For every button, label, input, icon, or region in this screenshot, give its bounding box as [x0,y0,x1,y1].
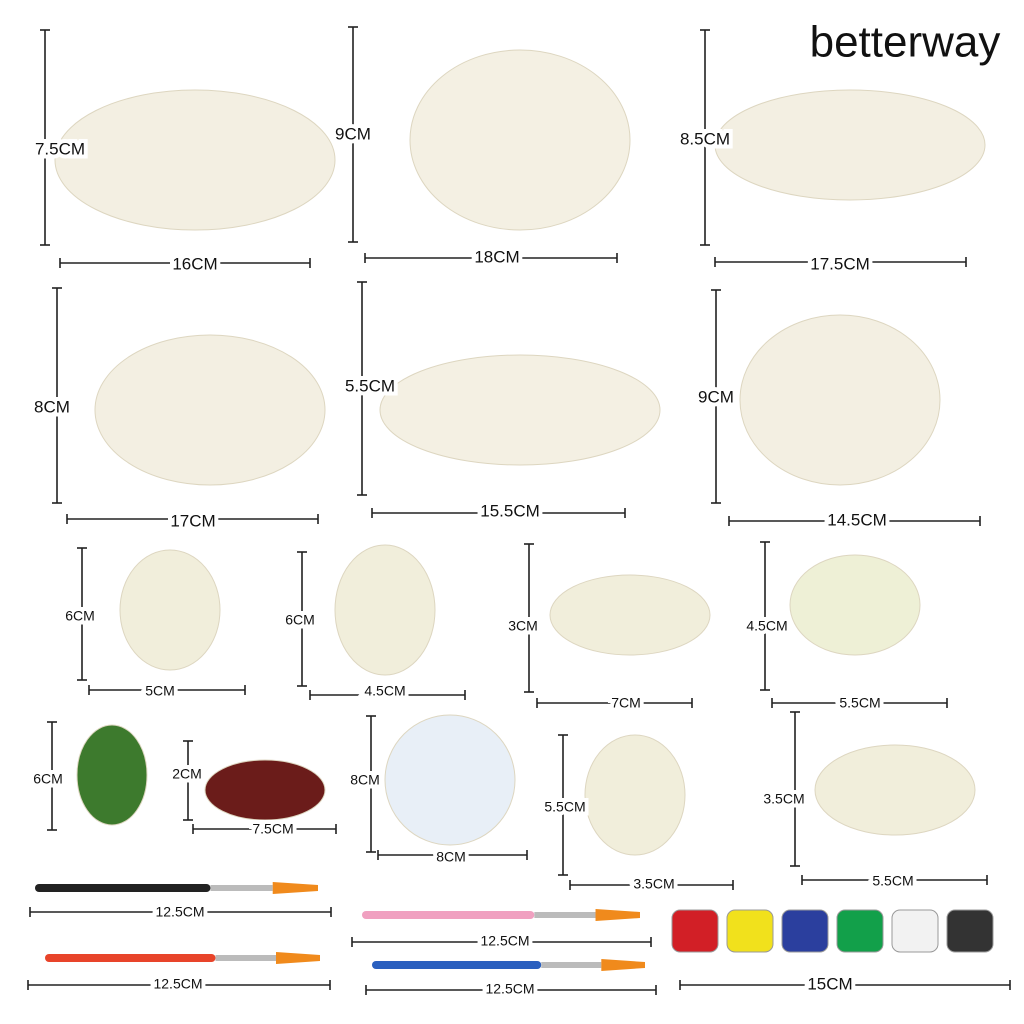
height-label: 9CM [698,387,734,406]
width-label: 15CM [807,974,852,993]
paint-pot [726,909,774,953]
width-label: 12.5CM [153,976,202,992]
width-label: 17.5CM [810,254,870,273]
width-label: 16CM [172,254,217,273]
width-label: 7CM [611,695,641,711]
figure [739,314,941,486]
height-label: 5.5CM [345,376,395,395]
figure [384,714,516,846]
brush-handle [362,911,535,919]
width-label: 8CM [436,849,466,865]
height-label: 6CM [65,608,95,624]
height-label: 6CM [33,771,63,787]
height-label: 8CM [350,772,380,788]
figure [409,49,631,231]
width-label: 14.5CM [827,510,887,529]
width-label: 7.5CM [252,821,293,837]
figure [379,354,661,466]
height-label: 6CM [285,612,315,628]
height-label: 8CM [34,397,70,416]
height-label: 7.5CM [35,139,85,158]
paint-pot [781,909,829,953]
width-label: 5CM [145,683,175,699]
figure [584,734,686,856]
width-label: 3.5CM [633,876,674,892]
height-label: 2CM [172,766,202,782]
figure [204,759,326,821]
width-label: 4.5CM [364,683,405,699]
brush-ferrule [215,955,276,961]
height-label: 4.5CM [746,618,787,634]
width-label: 12.5CM [485,981,534,997]
figure [814,744,976,836]
brush-tip [276,952,320,964]
brush-handle [35,884,211,892]
figure [76,724,148,826]
height-label: 5.5CM [544,799,585,815]
brush-ferrule [534,912,596,918]
figure [714,89,986,201]
brush-tip [595,909,640,921]
height-label: 8.5CM [680,129,730,148]
paint-pot [836,909,884,953]
paint-pot [671,909,719,953]
width-label: 18CM [474,247,519,266]
brush-ferrule [541,962,602,968]
brush-ferrule [210,885,273,891]
height-label: 9CM [335,124,371,143]
width-label: 5.5CM [839,695,880,711]
width-label: 15.5CM [480,501,540,520]
brush-handle [45,954,216,962]
brush-tip [601,959,645,971]
brush-tip [272,882,318,894]
brand-logo: betterway [810,18,1001,67]
figure [94,334,326,486]
width-label: 12.5CM [155,904,204,920]
height-label: 3.5CM [763,791,804,807]
figure [549,574,711,656]
figure [119,549,221,671]
height-label: 3CM [508,618,538,634]
width-label: 17CM [170,511,215,530]
figure [334,544,436,676]
width-label: 12.5CM [480,933,529,949]
paint-pot [946,909,994,953]
width-label: 5.5CM [872,873,913,889]
figure [54,89,336,231]
paint-pot [891,909,939,953]
figure [789,554,921,656]
brush-handle [372,961,542,969]
